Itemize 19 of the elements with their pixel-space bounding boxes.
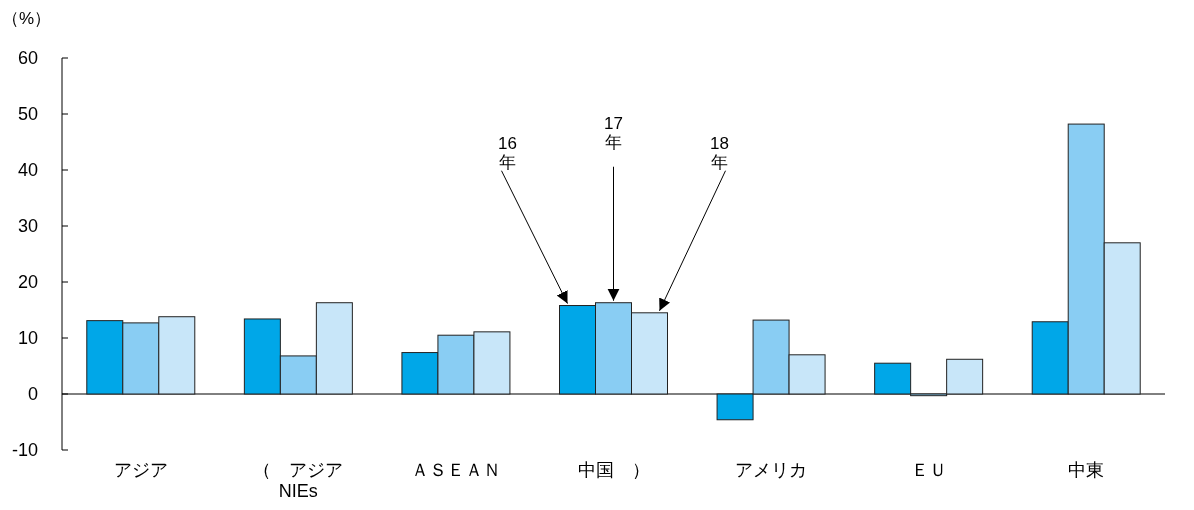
text: 17 年 xyxy=(604,113,623,153)
y-tick-label: -10 xyxy=(11,440,38,460)
text: 16 年 xyxy=(498,133,517,173)
y-tick-label: 50 xyxy=(17,104,38,124)
x-tick-label: ＥＵ xyxy=(910,460,947,480)
y-tick-label: 10 xyxy=(17,328,38,348)
y-tick-label: 30 xyxy=(17,216,38,236)
y-tick-label: 0 xyxy=(27,384,38,404)
y-tick-label: 60 xyxy=(17,48,38,68)
x-tick-label: ＡＳＥＡＮ xyxy=(410,460,501,480)
x-tick-label: （ アジア NIEs xyxy=(253,460,344,501)
x-tick-label: 中東 xyxy=(1068,460,1105,480)
text: 18 年 xyxy=(710,133,729,173)
y-axis-title: （%） xyxy=(2,9,52,28)
x-tick-label: 中国 ） xyxy=(577,460,650,480)
x-tick-label: アメリカ xyxy=(735,460,808,480)
y-tick-label: 40 xyxy=(17,160,38,180)
y-tick-label: 20 xyxy=(17,272,38,292)
x-tick-label: アジア xyxy=(113,460,168,480)
